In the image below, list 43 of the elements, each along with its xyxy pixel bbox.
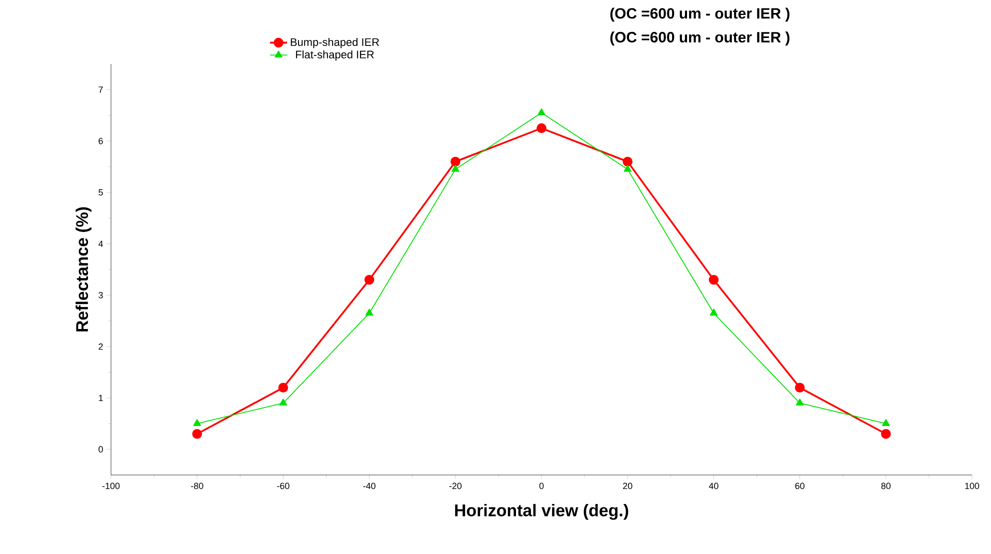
y-tick-label: 1	[98, 394, 103, 402]
x-tick-label: 80	[881, 482, 891, 490]
point	[881, 428, 891, 439]
y-tick-label: 4	[98, 240, 103, 247]
point	[364, 274, 374, 285]
text: (OC =600 um - outer IER )	[610, 8, 790, 22]
legend-label: Flat-shaped IER	[296, 50, 374, 61]
point	[622, 156, 633, 166]
point	[538, 108, 546, 116]
x-tick-label: -60	[277, 482, 290, 490]
x-tick-label: -20	[449, 482, 462, 490]
y-tick-label: 2	[98, 343, 103, 350]
point	[882, 419, 890, 426]
legend-label: Bump-shaped IER	[290, 38, 379, 48]
x-tick-label: 40	[708, 482, 718, 490]
x-tick-label: 0	[539, 482, 544, 490]
text: (OC =600 um - outer IER )	[610, 32, 790, 46]
point	[536, 123, 546, 134]
y-axis-title: Reflectance (%)	[76, 207, 92, 332]
y-tick-label: 6	[98, 138, 103, 144]
x-axis-title: Horizontal view (deg.)	[455, 504, 628, 520]
x-tick-label: 20	[623, 482, 632, 490]
x-tick-label: -40	[363, 482, 376, 490]
point	[708, 274, 719, 285]
y-tick-label: 3	[98, 292, 103, 298]
y-tick-label: 5	[98, 189, 103, 196]
x-tick-label: -100	[102, 482, 120, 490]
point	[279, 398, 288, 406]
point	[794, 382, 805, 393]
point	[796, 398, 804, 406]
point	[450, 156, 460, 166]
point	[278, 382, 288, 393]
point	[451, 164, 460, 172]
x-tick-label: -80	[191, 482, 204, 490]
point	[365, 308, 374, 316]
point	[192, 428, 202, 439]
x-tick-label: 100	[965, 482, 980, 490]
point	[624, 164, 632, 172]
y-tick-label: 0	[98, 446, 103, 452]
point	[193, 419, 202, 426]
point	[710, 308, 718, 316]
y-tick-label: 7	[98, 86, 103, 93]
x-tick-label: 60	[795, 482, 804, 490]
